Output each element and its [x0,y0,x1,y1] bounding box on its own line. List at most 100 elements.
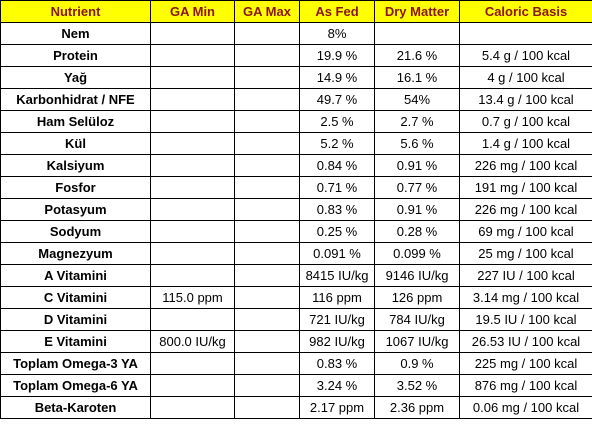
ga-min-cell: 800.0 IU/kg [150,330,235,353]
header-caloric-basis: Caloric Basis [459,0,592,23]
ga-max-cell [234,242,300,265]
ga-min-cell [150,132,235,155]
dry-matter-cell: 54% [374,88,460,111]
dry-matter-cell: 0.77 % [374,176,460,199]
as-fed-cell: 14.9 % [299,66,375,89]
dry-matter-cell: 2.7 % [374,110,460,133]
ga-max-cell [234,176,300,199]
as-fed-cell: 116 ppm [299,286,375,309]
dry-matter-cell: 0.099 % [374,242,460,265]
ga-min-cell [150,396,235,419]
caloric-basis-cell: 191 mg / 100 kcal [459,176,592,199]
table-row: Potasyum 0.83 % 0.91 % 226 mg / 100 kcal [0,198,592,221]
nutrient-name-cell: Protein [0,44,151,67]
ga-max-cell [234,66,300,89]
table-row: A Vitamini 8415 IU/kg 9146 IU/kg 227 IU / 1… [0,264,592,287]
ga-min-cell: 115.0 ppm [150,286,235,309]
ga-min-cell [150,352,235,375]
nutrient-name-cell: Beta-Karoten [0,396,151,419]
as-fed-cell: 0.25 % [299,220,375,243]
table-row: Kalsiyum 0.84 % 0.91 % 226 mg / 100 kcal [0,154,592,177]
as-fed-cell: 5.2 % [299,132,375,155]
dry-matter-cell: 0.28 % [374,220,460,243]
ga-max-cell [234,330,300,353]
table-row: Kül 5.2 % 5.6 % 1.4 g / 100 kcal [0,132,592,155]
dry-matter-cell: 0.91 % [374,154,460,177]
as-fed-cell: 0.091 % [299,242,375,265]
header-ga-max: GA Max [234,0,300,23]
caloric-basis-cell: 19.5 IU / 100 kcal [459,308,592,331]
as-fed-cell: 49.7 % [299,88,375,111]
ga-min-cell [150,374,235,397]
nutrient-name-cell: Nem [0,22,151,45]
ga-max-cell [234,220,300,243]
caloric-basis-cell: 876 mg / 100 kcal [459,374,592,397]
caloric-basis-cell: 0.7 g / 100 kcal [459,110,592,133]
table-row: Protein 19.9 % 21.6 % 5.4 g / 100 kcal [0,44,592,67]
ga-max-cell [234,198,300,221]
ga-min-cell [150,198,235,221]
caloric-basis-cell: 0.06 mg / 100 kcal [459,396,592,419]
nutrient-name-cell: Kalsiyum [0,154,151,177]
ga-max-cell [234,110,300,133]
header-row: Nutrient GA Min GA Max As Fed Dry Matter… [0,0,592,23]
as-fed-cell: 19.9 % [299,44,375,67]
nutrient-name-cell: Toplam Omega-3 YA [0,352,151,375]
as-fed-cell: 982 IU/kg [299,330,375,353]
nutrient-table: Nutrient GA Min GA Max As Fed Dry Matter… [0,0,592,419]
table-body: Nem 8% Protein 19.9 % 21.6 % 5.4 g / 100 kcal… [0,22,592,419]
nutrient-name-cell: D Vitamini [0,308,151,331]
nutrient-name-cell: Sodyum [0,220,151,243]
table-row: Nem 8% [0,22,592,45]
dry-matter-cell: 21.6 % [374,44,460,67]
table-row: Karbonhidrat / NFE 49.7 % 54% 13.4 g / 100 … [0,88,592,111]
table-row: Fosfor 0.71 % 0.77 % 191 mg / 100 kcal [0,176,592,199]
ga-min-cell [150,110,235,133]
header-as-fed: As Fed [299,0,375,23]
caloric-basis-cell: 25 mg / 100 kcal [459,242,592,265]
ga-max-cell [234,308,300,331]
nutrient-name-cell: A Vitamini [0,264,151,287]
dry-matter-cell: 1067 IU/kg [374,330,460,353]
as-fed-cell: 721 IU/kg [299,308,375,331]
ga-min-cell [150,154,235,177]
nutrient-name-cell: Toplam Omega-6 YA [0,374,151,397]
table-row: Yağ 14.9 % 16.1 % 4 g / 100 kcal [0,66,592,89]
ga-min-cell [150,22,235,45]
as-fed-cell: 2.17 ppm [299,396,375,419]
ga-max-cell [234,396,300,419]
nutrient-name-cell: Yağ [0,66,151,89]
dry-matter-cell: 3.52 % [374,374,460,397]
caloric-basis-cell: 1.4 g / 100 kcal [459,132,592,155]
ga-min-cell [150,308,235,331]
table-row: Beta-Karoten 2.17 ppm 2.36 ppm 0.06 mg / 10… [0,396,592,419]
dry-matter-cell: 0.91 % [374,198,460,221]
ga-max-cell [234,352,300,375]
table-row: Ham Selüloz 2.5 % 2.7 % 0.7 g / 100 kcal [0,110,592,133]
dry-matter-cell: 0.9 % [374,352,460,375]
dry-matter-cell [374,22,460,45]
nutrient-name-cell: E Vitamini [0,330,151,353]
caloric-basis-cell: 26.53 IU / 100 kcal [459,330,592,353]
as-fed-cell: 3.24 % [299,374,375,397]
caloric-basis-cell: 226 mg / 100 kcal [459,154,592,177]
ga-min-cell [150,44,235,67]
caloric-basis-cell: 4 g / 100 kcal [459,66,592,89]
dry-matter-cell: 5.6 % [374,132,460,155]
dry-matter-cell: 9146 IU/kg [374,264,460,287]
table-row: Toplam Omega-6 YA 3.24 % 3.52 % 876 mg / 10… [0,374,592,397]
as-fed-cell: 0.84 % [299,154,375,177]
ga-max-cell [234,286,300,309]
dry-matter-cell: 2.36 ppm [374,396,460,419]
nutrient-name-cell: Magnezyum [0,242,151,265]
caloric-basis-cell: 226 mg / 100 kcal [459,198,592,221]
ga-min-cell [150,242,235,265]
table-row: E Vitamini 800.0 IU/kg 982 IU/kg 1067 IU/kg… [0,330,592,353]
table-row: Sodyum 0.25 % 0.28 % 69 mg / 100 kcal [0,220,592,243]
table-row: D Vitamini 721 IU/kg 784 IU/kg 19.5 IU / 10… [0,308,592,331]
ga-min-cell [150,88,235,111]
as-fed-cell: 8415 IU/kg [299,264,375,287]
nutrient-name-cell: Kül [0,132,151,155]
dry-matter-cell: 16.1 % [374,66,460,89]
table-row: C Vitamini 115.0 ppm 116 ppm 126 ppm 3.14 mg… [0,286,592,309]
